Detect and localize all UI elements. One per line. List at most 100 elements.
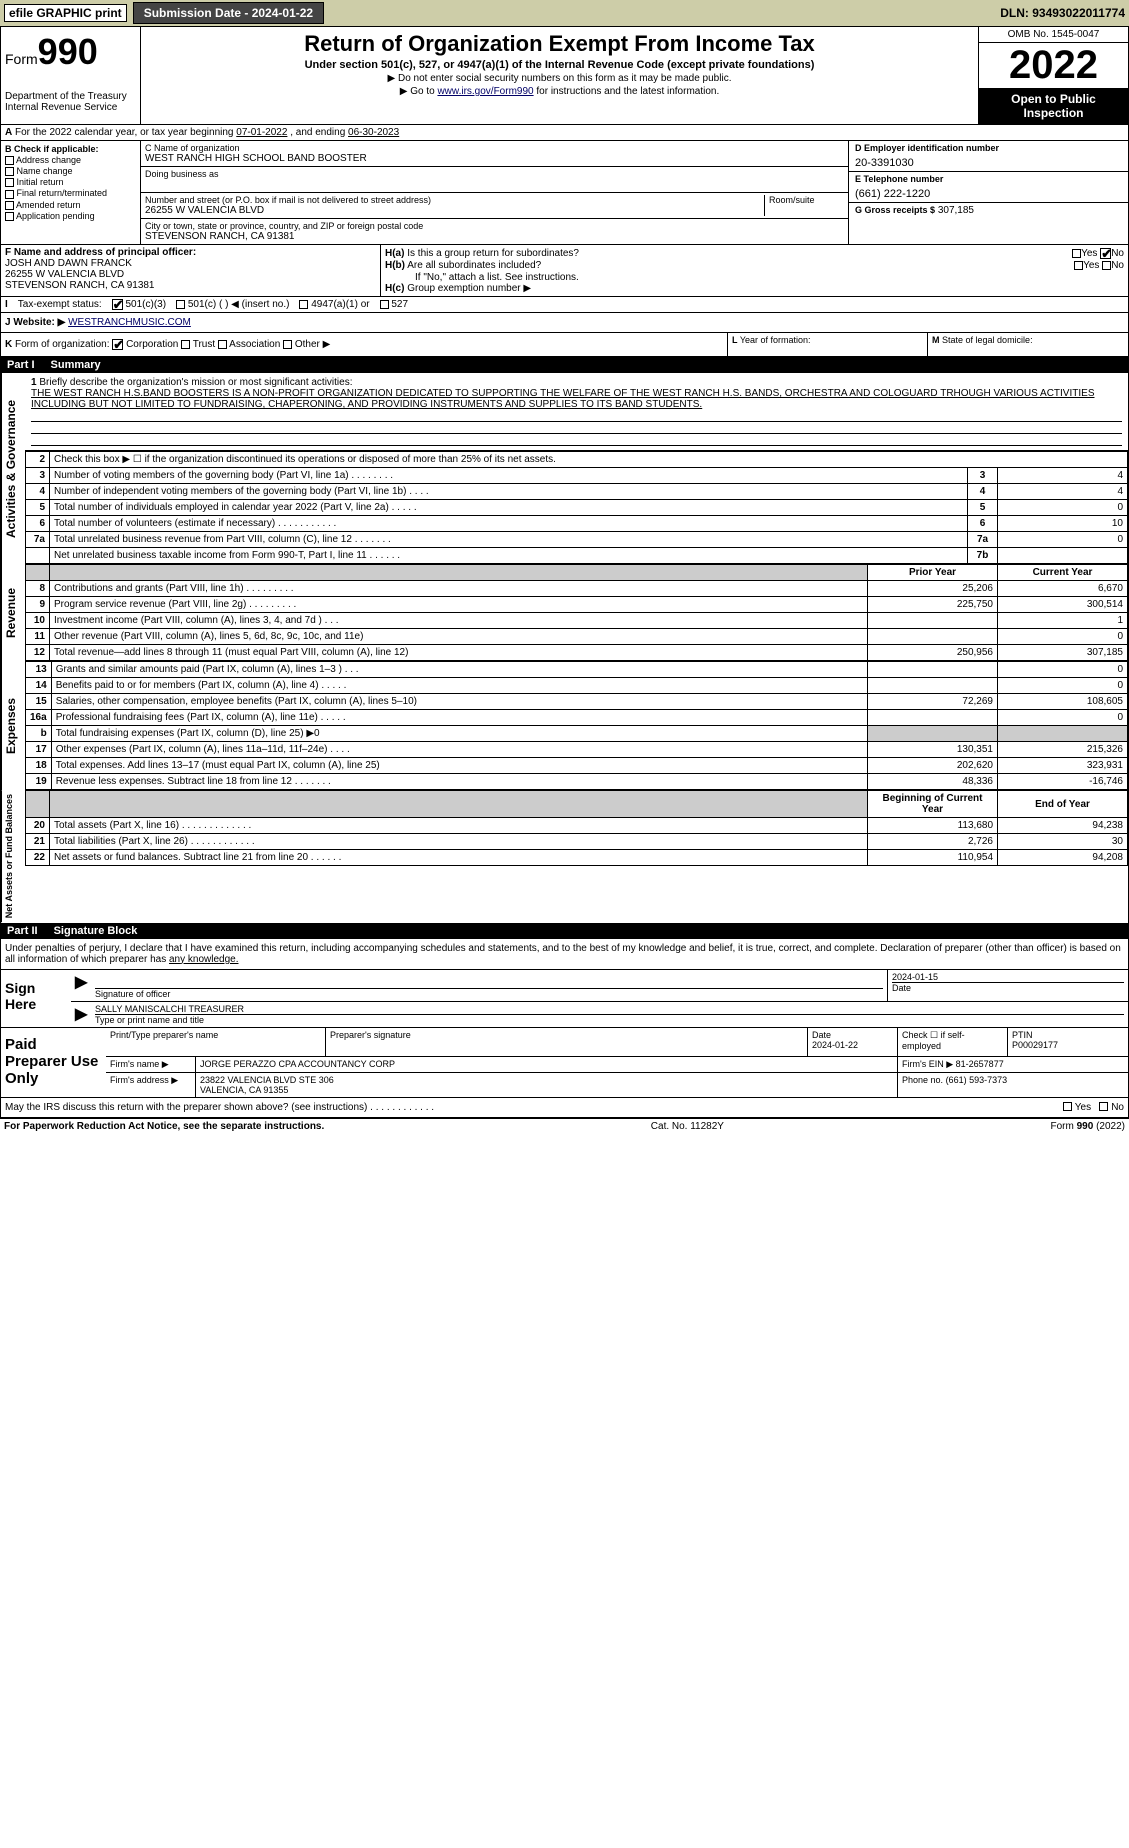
line-17: 17Other expenses (Part IX, column (A), l… [26,742,1128,758]
line-7a: 7aTotal unrelated business revenue from … [26,532,1128,548]
form-prefix: Form [5,51,38,67]
org-name-label: C Name of organization [145,143,844,153]
ha-yes[interactable] [1072,249,1081,258]
checkbox-name-change[interactable] [5,167,14,176]
chk-4947[interactable] [299,300,308,309]
col-d: D Employer identification number 20-3391… [848,141,1128,244]
officer-addr1: 26255 W VALENCIA BLVD [5,269,376,280]
chk-trust[interactable] [181,340,190,349]
section-bc: B Check if applicable: Address change Na… [1,141,1128,245]
chk-assoc[interactable] [218,340,227,349]
line-21: 21Total liabilities (Part X, line 26) . … [26,834,1128,850]
hb-no[interactable] [1102,261,1111,270]
firm-phone: (661) 593-7373 [946,1075,1008,1085]
checkbox-address-change[interactable] [5,156,14,165]
checkbox-amended[interactable] [5,201,14,210]
cat-no: Cat. No. 11282Y [651,1121,724,1132]
part1-header: Part I Summary [1,357,1128,373]
chk-other[interactable] [283,340,292,349]
row-kl: K Form of organization: Corporation Trus… [1,333,1128,357]
dept-treasury: Department of the Treasury [5,91,136,102]
col-b: B Check if applicable: Address change Na… [1,141,141,244]
firm-ein: 81-2657877 [956,1059,1004,1069]
sidebar-revenue: Revenue [1,564,25,661]
may-irs-yes[interactable] [1063,1102,1072,1111]
prep-date: 2024-01-22 [812,1040,893,1050]
org-name: WEST RANCH HIGH SCHOOL BAND BOOSTER [145,153,844,164]
checkbox-final-return[interactable] [5,190,14,199]
col-l: L Year of formation: [728,333,928,356]
chk-corp[interactable] [112,339,123,350]
sig-name-val: SALLY MANISCALCHI TREASURER [95,1004,1124,1014]
website-link[interactable]: WESTRANCHMUSIC.COM [68,317,191,328]
top-bar: efile GRAPHIC print Submission Date - 20… [0,0,1129,26]
instructions-link: ▶ Go to www.irs.gov/Form990 for instruct… [145,86,974,97]
expenses-section: Expenses 13Grants and similar amounts pa… [1,661,1128,790]
line-4: 4Number of independent voting members of… [26,484,1128,500]
begin-year-hdr: Beginning of Current Year [868,791,998,818]
line-12: 12Total revenue—add lines 8 through 11 (… [26,645,1128,661]
row-j: J Website: ▶ WESTRANCHMUSIC.COM [1,313,1128,333]
ssn-note: ▶ Do not enter social security numbers o… [145,73,974,84]
line-5: 5Total number of individuals employed in… [26,500,1128,516]
chk-527[interactable] [380,300,389,309]
col-f: F Name and address of principal officer:… [1,245,381,296]
sidebar-expenses: Expenses [1,661,25,790]
sig-name-label: Type or print name and title [95,1014,1124,1025]
col-c: C Name of organization WEST RANCH HIGH S… [141,141,848,244]
mission-text: THE WEST RANCH H.S.BAND BOOSTERS IS A NO… [31,388,1095,410]
firm-addr1: 23822 VALENCIA BLVD STE 306 [200,1075,893,1085]
ha-no[interactable] [1100,248,1111,259]
activities-governance: Activities & Governance 1 Briefly descri… [1,373,1128,564]
form-subtitle: Under section 501(c), 527, or 4947(a)(1)… [145,59,974,71]
row-i: I Tax-exempt status: 501(c)(3) 501(c) ( … [1,297,1128,313]
mission-block: 1 Briefly describe the organization's mi… [25,373,1128,451]
addr-label: Number and street (or P.O. box if mail i… [145,195,764,205]
irs-gov-link[interactable]: www.irs.gov/Form990 [437,86,533,97]
line-9: 9Program service revenue (Part VIII, lin… [26,597,1128,613]
chk-501c[interactable] [176,300,185,309]
city-val: STEVENSON RANCH, CA 91381 [145,231,844,242]
line-3: 3Number of voting members of the governi… [26,468,1128,484]
net-assets-section: Net Assets or Fund Balances Beginning of… [1,790,1128,922]
open-to-public: Open to Public Inspection [979,88,1128,124]
gross-val: 307,185 [938,205,974,216]
checkbox-application-pending[interactable] [5,212,14,221]
sig-intro: Under penalties of perjury, I declare th… [1,939,1128,970]
sidebar-net-assets: Net Assets or Fund Balances [1,790,25,922]
line-2: 2Check this box ▶ ☐ if the organization … [26,452,1128,468]
part2-header: Part II Signature Block [1,923,1128,939]
line-18: 18Total expenses. Add lines 13–17 (must … [26,758,1128,774]
sig-block: Sign Here ▶ Signature of officer 2024-01… [1,970,1128,1028]
form-number-cell: Form990 Department of the Treasury Inter… [1,27,141,124]
firm-addr2: VALENCIA, CA 91355 [200,1085,893,1095]
net-assets-table: Beginning of Current YearEnd of Year 20T… [25,790,1128,866]
chk-501c3[interactable] [112,299,123,310]
year-cell: OMB No. 1545-0047 2022 Open to Public In… [978,27,1128,124]
col-k: K Form of organization: Corporation Trus… [1,333,728,356]
may-irs-row: May the IRS discuss this return with the… [1,1098,1128,1118]
hb-note: If "No," attach a list. See instructions… [385,272,1124,283]
firm-name: JORGE PERAZZO CPA ACCOUNTANCY CORP [196,1057,898,1072]
addr-val: 26255 W VALENCIA BLVD [145,205,764,216]
room-label: Room/suite [769,195,844,205]
line-6: 6Total number of volunteers (estimate if… [26,516,1128,532]
line-20: 20Total assets (Part X, line 16) . . . .… [26,818,1128,834]
gross-label: G Gross receipts $ [855,205,935,215]
sig-date-label: Date [892,982,1124,993]
hb-yes[interactable] [1074,261,1083,270]
form-number: 990 [38,31,98,72]
officer-addr2: STEVENSON RANCH, CA 91381 [5,280,376,291]
line-16b: bTotal fundraising expenses (Part IX, co… [26,726,1128,742]
line-8: 8Contributions and grants (Part VIII, li… [26,581,1128,597]
header: Form990 Department of the Treasury Inter… [1,27,1128,125]
line-22: 22Net assets or fund balances. Subtract … [26,850,1128,866]
prior-year-hdr: Prior Year [868,565,998,581]
title-cell: Return of Organization Exempt From Incom… [141,27,978,124]
governance-table: 2Check this box ▶ ☐ if the organization … [25,451,1128,564]
may-irs-no[interactable] [1099,1102,1108,1111]
line-14: 14Benefits paid to or for members (Part … [26,678,1128,694]
city-label: City or town, state or province, country… [145,221,844,231]
checkbox-initial-return[interactable] [5,178,14,187]
footer: For Paperwork Reduction Act Notice, see … [0,1119,1129,1134]
